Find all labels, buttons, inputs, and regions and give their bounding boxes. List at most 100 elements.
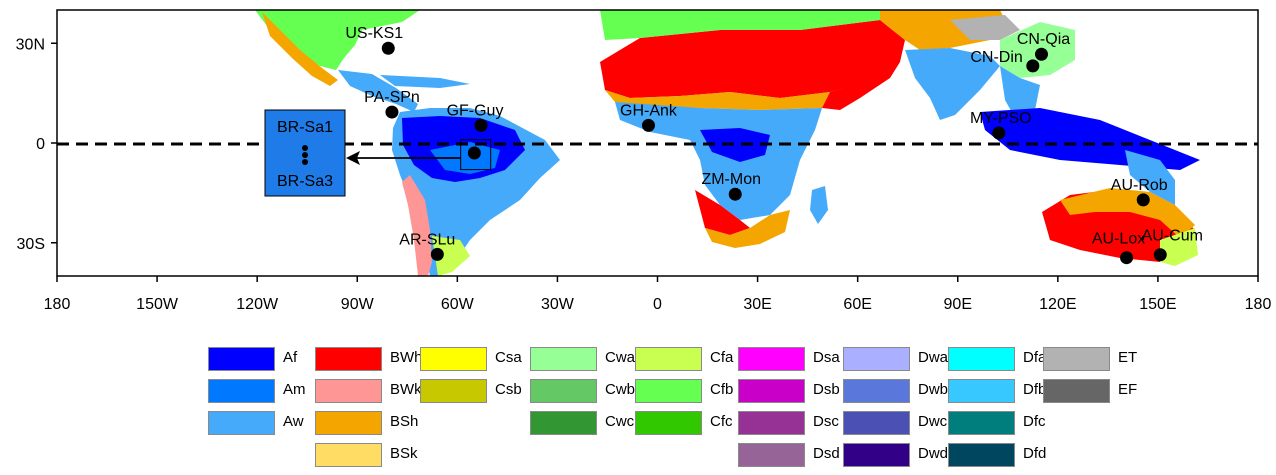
site-label: AR-SLu bbox=[399, 231, 455, 248]
legend-label: Dsa bbox=[813, 349, 840, 366]
site-label: AU-Lox bbox=[1092, 231, 1145, 248]
legend-item: Cfb bbox=[635, 377, 745, 405]
lon-tick-label: 120E bbox=[1039, 296, 1076, 313]
legend-swatch bbox=[530, 411, 597, 435]
site-marker bbox=[430, 247, 444, 261]
legend-item: Af bbox=[208, 345, 318, 373]
mexico-arid-region bbox=[262, 12, 338, 86]
india-region bbox=[905, 48, 1000, 120]
site-label: CN-Din bbox=[970, 49, 1022, 66]
south-america-south-region bbox=[432, 236, 470, 276]
lon-tick-label: 30E bbox=[743, 296, 771, 313]
legend-label: BWh bbox=[390, 349, 423, 366]
legend-item: Cwc bbox=[530, 409, 640, 437]
lat-tick-label: 0 bbox=[36, 136, 45, 153]
legend-item: Dsb bbox=[738, 377, 848, 405]
site-label: CN-Qia bbox=[1017, 31, 1070, 48]
arabian-desert-region bbox=[800, 20, 905, 110]
legend-item: ET bbox=[1043, 345, 1153, 373]
lon-tick-label: 120W bbox=[236, 296, 279, 313]
lat-tick-label: 30N bbox=[16, 36, 45, 53]
highlight-box bbox=[460, 139, 492, 171]
legend-swatch bbox=[738, 411, 805, 435]
legend-label: Dfa bbox=[1023, 349, 1047, 366]
legend-swatch bbox=[738, 347, 805, 371]
legend-label: Cwb bbox=[605, 381, 636, 398]
site-label: GH-Ank bbox=[620, 102, 678, 119]
inset-site-dot bbox=[302, 145, 308, 151]
site-marker bbox=[474, 118, 488, 132]
legend-swatch bbox=[315, 347, 382, 371]
legend-swatch bbox=[208, 411, 275, 435]
lon-tick-label: 0 bbox=[653, 296, 662, 313]
legend-swatch bbox=[843, 411, 910, 435]
legend-item: BSk bbox=[315, 441, 425, 469]
site-marker bbox=[1120, 251, 1134, 265]
legend-swatch bbox=[1043, 379, 1110, 403]
legend-label: Dfb bbox=[1023, 381, 1047, 398]
lon-tick-label: 90W bbox=[341, 296, 375, 313]
legend-label: ET bbox=[1118, 349, 1138, 366]
southeast-asia-region bbox=[1000, 66, 1040, 118]
legend-item: Dwb bbox=[843, 377, 953, 405]
site-label: AU-Rob bbox=[1111, 177, 1168, 194]
lon-tick-label: 30W bbox=[541, 296, 575, 313]
legend-swatch bbox=[948, 411, 1015, 435]
legend-swatch bbox=[315, 411, 382, 435]
southern-africa-steppe-region bbox=[705, 210, 790, 248]
legend-item: Csa bbox=[420, 345, 530, 373]
legend-swatch bbox=[315, 443, 382, 467]
australia-east-region bbox=[1125, 150, 1175, 205]
climate-map: 180 150W 120W 90W 60W 30W 0 30E 60E 90E 120E 150E 18… bbox=[16, 9, 1272, 313]
legend-label: EF bbox=[1118, 381, 1138, 398]
legend-item: Dfa bbox=[948, 345, 1058, 373]
legend-label: Cfc bbox=[710, 413, 733, 430]
lon-tick-label: 60E bbox=[843, 296, 871, 313]
legend-item: Dsd bbox=[738, 441, 848, 469]
legend-item: Csb bbox=[420, 377, 530, 405]
legend-swatch bbox=[635, 379, 702, 403]
legend-label: Csa bbox=[495, 349, 522, 366]
inset-site-dot bbox=[302, 152, 308, 158]
legend-swatch bbox=[738, 379, 805, 403]
site-marker bbox=[1026, 59, 1040, 73]
site-marker bbox=[1153, 248, 1167, 262]
legend-label: Dfc bbox=[1023, 413, 1046, 430]
legend-label: Cwa bbox=[605, 349, 636, 366]
australia-steppe-region bbox=[1060, 188, 1195, 238]
longitude-axis: 180 150W 120W 90W 60W 30W 0 30E 60E 90E 120E 150E 18… bbox=[44, 276, 1272, 313]
lon-tick-label: 180 bbox=[44, 296, 71, 313]
indonesia-rainforest-region bbox=[980, 108, 1200, 170]
legend-item: Cwb bbox=[530, 377, 640, 405]
amazon-monsoon-region bbox=[430, 142, 500, 174]
west-africa-savanna-region bbox=[615, 102, 822, 220]
legend-item: BWk bbox=[315, 377, 425, 405]
lon-tick-label: 90E bbox=[944, 296, 972, 313]
legend-item: Dfb bbox=[948, 377, 1058, 405]
legend-item: Cfc bbox=[635, 409, 745, 437]
site-label: GF-Guy bbox=[447, 102, 504, 119]
legend-label: BWk bbox=[390, 381, 422, 398]
legend-label: Dsb bbox=[813, 381, 840, 398]
site-marker bbox=[1034, 47, 1048, 61]
legend-swatch bbox=[843, 379, 910, 403]
legend-label: Dwd bbox=[918, 445, 949, 462]
legend-swatch bbox=[948, 347, 1015, 371]
legend-item: Cfa bbox=[635, 345, 745, 373]
legend-item: Dsa bbox=[738, 345, 848, 373]
legend-swatch bbox=[843, 443, 910, 467]
congo-rainforest-region bbox=[700, 128, 770, 162]
legend-swatch bbox=[420, 379, 487, 403]
legend-item: Dwd bbox=[843, 441, 953, 469]
lon-tick-label: 180 bbox=[1245, 296, 1272, 313]
inset-label: BR-Sa3 bbox=[277, 173, 333, 190]
australia-southeast-region bbox=[1160, 228, 1198, 266]
site-label: MY-PSO bbox=[970, 110, 1032, 127]
land-climate-regions bbox=[255, 10, 1200, 276]
tibet-tundra-region bbox=[950, 15, 1020, 40]
inset-arrowhead bbox=[346, 151, 360, 165]
site-marker bbox=[728, 187, 742, 201]
legend-label: Dsd bbox=[813, 445, 840, 462]
legend-label: Csb bbox=[495, 381, 522, 398]
lat-tick-label: 30S bbox=[17, 236, 45, 253]
